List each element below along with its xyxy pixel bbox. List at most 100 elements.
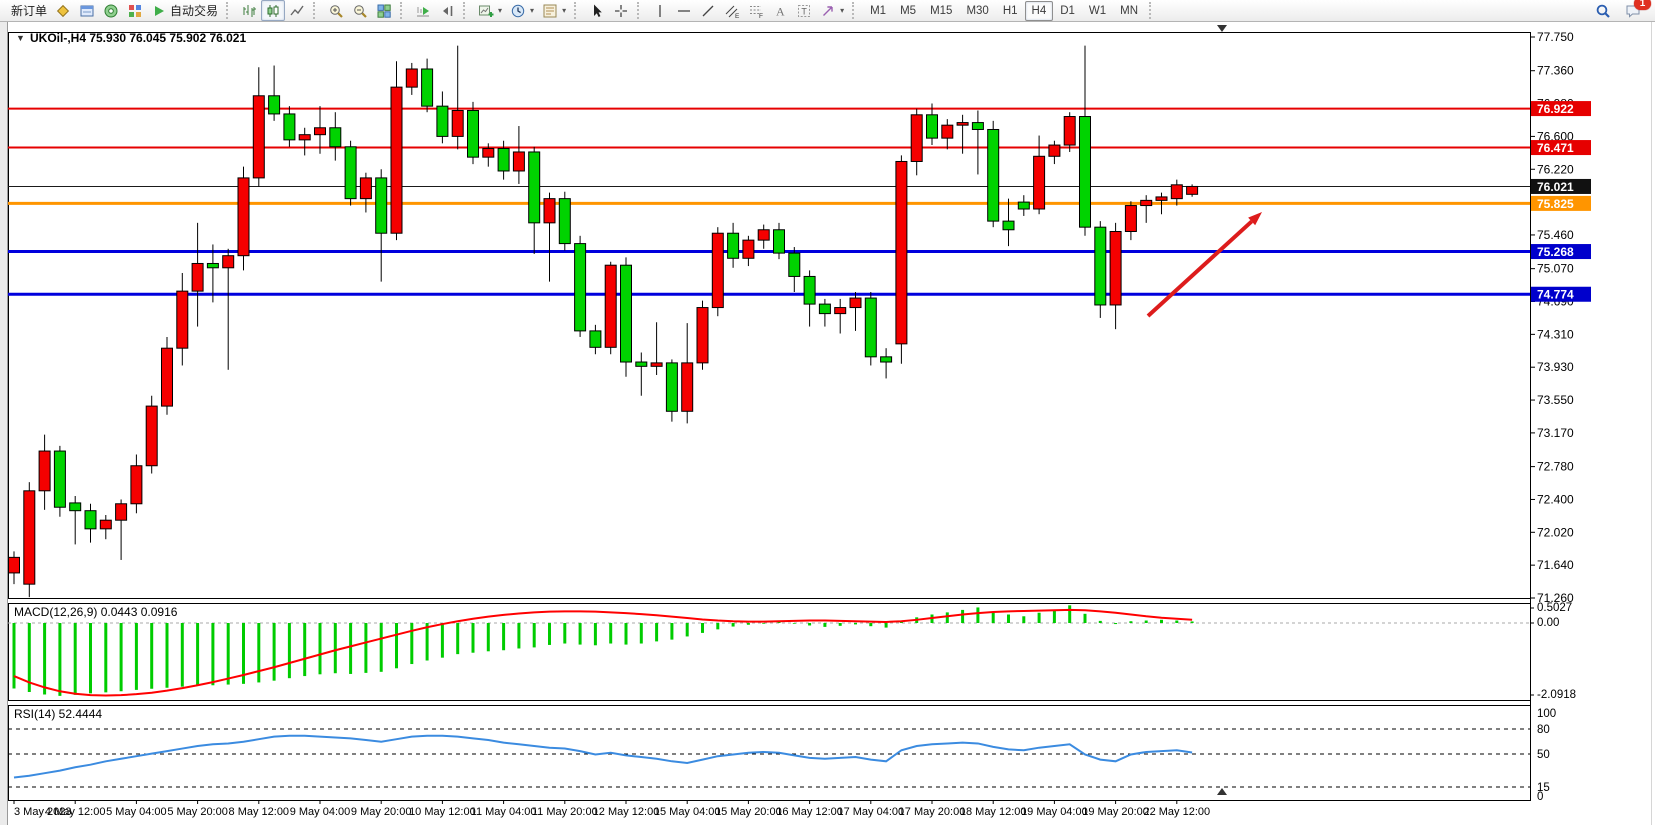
trendline-button[interactable]	[696, 0, 720, 21]
candle-body	[69, 502, 82, 512]
text-label-button[interactable]: T	[792, 0, 816, 21]
candle-body	[803, 275, 816, 305]
fibonacci-button[interactable]: F	[744, 0, 768, 21]
candle-body	[467, 109, 479, 158]
time-tick-label: 5 May 20:00	[167, 806, 228, 818]
candle-body	[665, 362, 678, 412]
candle-body	[727, 232, 740, 259]
support-line-1-badge	[1531, 244, 1591, 260]
time-tick-label: 22 May 12:00	[1143, 806, 1210, 818]
zoom-in-button[interactable]	[324, 0, 348, 21]
market-watch-button[interactable]	[51, 0, 75, 21]
candle-body	[161, 347, 173, 407]
hline-icon	[676, 3, 692, 19]
chevron-down-icon: ▾	[840, 6, 845, 15]
crosshair-icon	[613, 3, 629, 19]
candle-body	[405, 68, 418, 88]
auto-scroll-button[interactable]	[411, 0, 435, 21]
timeframe-m1-button[interactable]: M1	[870, 4, 887, 17]
new-order-button[interactable]: 新订单	[7, 0, 51, 21]
candle-body	[1048, 144, 1061, 157]
candlestick-chart-button[interactable]	[261, 0, 286, 21]
timeframe-m5-button[interactable]: M5	[900, 4, 917, 17]
timeframe-m15-button[interactable]: M15	[930, 4, 953, 17]
time-tick-label: 19 May 20:00	[1082, 806, 1149, 818]
rsi-axis-label: 15	[1537, 782, 1550, 794]
rsi-panel: RSI(14) 52.4444 100 80 50 150	[8, 707, 1556, 803]
search-button[interactable]	[1591, 0, 1615, 21]
timeframe-m30-button[interactable]: M30	[966, 4, 989, 17]
candle-body	[191, 262, 204, 292]
candle-body	[482, 148, 495, 158]
candle-body	[880, 356, 893, 363]
notifications-button[interactable]: 1	[1621, 0, 1651, 21]
toolbar-separator	[463, 2, 470, 19]
text-button[interactable]: A	[768, 0, 792, 21]
timeframe-h4-button[interactable]: H4	[1024, 0, 1054, 21]
candle-body	[1017, 201, 1030, 210]
tile-windows-button[interactable]	[372, 0, 396, 21]
timeframe-mn-button[interactable]: MN	[1120, 4, 1139, 17]
vertical-line-button[interactable]	[648, 0, 672, 21]
candle-body	[864, 297, 877, 358]
toolbar-separator	[637, 2, 644, 19]
cursor-button[interactable]	[585, 0, 609, 21]
tile-icon	[376, 3, 392, 19]
candle-body	[543, 198, 556, 224]
new-order-button-label: 新订单	[11, 4, 48, 18]
time-tick-label: 15 May 20:00	[715, 806, 782, 818]
new-chart-button[interactable]: ▾	[474, 0, 506, 21]
auto-trading-button[interactable]: 自动交易	[147, 0, 222, 21]
trend-arrow-head[interactable]	[1248, 212, 1262, 226]
horizontal-line-button[interactable]	[672, 0, 696, 21]
textA-icon: A	[772, 3, 788, 19]
price-tick-label: 77.750	[1537, 30, 1574, 44]
line-chart-button[interactable]	[285, 0, 309, 21]
current-price-line-badge	[1531, 178, 1591, 194]
price-tick-label: 75.070	[1537, 262, 1574, 276]
periods-button[interactable]: ▾	[506, 0, 538, 21]
candle-body	[375, 177, 388, 234]
time-tick-label: 11 May 20:00	[532, 806, 598, 818]
trend-arrow-shaft[interactable]	[1146, 219, 1254, 318]
timeframe-w1-button[interactable]: W1	[1088, 4, 1107, 17]
auto-trading-button-label: 自动交易	[170, 4, 219, 18]
terminal-button[interactable]	[123, 0, 147, 21]
templates-button[interactable]: ▾	[538, 0, 570, 21]
timeframe-d1-button[interactable]: D1	[1060, 4, 1075, 17]
autotrade-icon	[151, 3, 167, 19]
navigator-button[interactable]	[99, 0, 123, 21]
time-tick-label: 9 May 04:00	[290, 806, 351, 818]
chart-shift-button[interactable]	[435, 0, 459, 21]
bar-chart-button[interactable]	[237, 0, 261, 21]
shift-marker-top[interactable]	[1217, 25, 1227, 32]
template-icon	[542, 3, 558, 19]
macd-axis-label: 0.00	[1537, 617, 1559, 629]
candle-body	[84, 510, 97, 530]
shift-marker-bottom[interactable]	[1217, 788, 1227, 795]
candle-body	[635, 361, 648, 367]
shift-icon	[439, 3, 455, 19]
candle-body	[987, 128, 1000, 222]
candle-body	[773, 229, 785, 254]
crosshair-button[interactable]	[609, 0, 633, 21]
candle-body	[1079, 116, 1091, 228]
data-window-button[interactable]	[75, 0, 99, 21]
candle-body	[574, 243, 587, 332]
support-line-1-badge-label: 75.268	[1537, 245, 1574, 259]
arrows-button[interactable]: ▾	[816, 0, 848, 21]
time-tick-label: 8 May 12:00	[229, 806, 290, 818]
svg-text:T: T	[801, 6, 807, 16]
price-tick-label: 73.170	[1537, 426, 1574, 440]
resistance-line-2-badge-label: 76.471	[1537, 141, 1574, 155]
resistance-line-1-badge	[1531, 101, 1591, 117]
candle-body	[589, 330, 602, 348]
trend-arrow[interactable]	[1146, 212, 1262, 318]
timeframe-h1-button[interactable]: H1	[1002, 4, 1018, 17]
candle-body	[344, 146, 357, 200]
search-icon	[1595, 3, 1611, 19]
channel-button[interactable]: E	[720, 0, 744, 21]
zoom-out-button[interactable]	[348, 0, 372, 21]
